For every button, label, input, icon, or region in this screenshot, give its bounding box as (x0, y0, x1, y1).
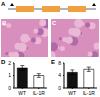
svg-text:WT: WT (18, 90, 26, 96)
html-text:A: A (1, 1, 6, 7)
svg-text:IL-1R: IL-1R (83, 90, 92, 96)
html-text:E: E (51, 59, 55, 65)
svg-text:8: 8 (58, 60, 61, 66)
svg-text:2: 2 (8, 60, 11, 66)
svg-text:0: 0 (8, 85, 11, 91)
html-text:D: D (1, 59, 6, 65)
svg-text:1: 1 (8, 72, 11, 78)
svg-text:4: 4 (58, 72, 61, 78)
svg-text:IL-1R: IL-1R (33, 90, 46, 96)
svg-text:0: 0 (58, 85, 61, 91)
svg-text:WT: WT (68, 90, 76, 96)
html-text:C: C (52, 20, 57, 26)
html-text:B: B (2, 20, 7, 26)
